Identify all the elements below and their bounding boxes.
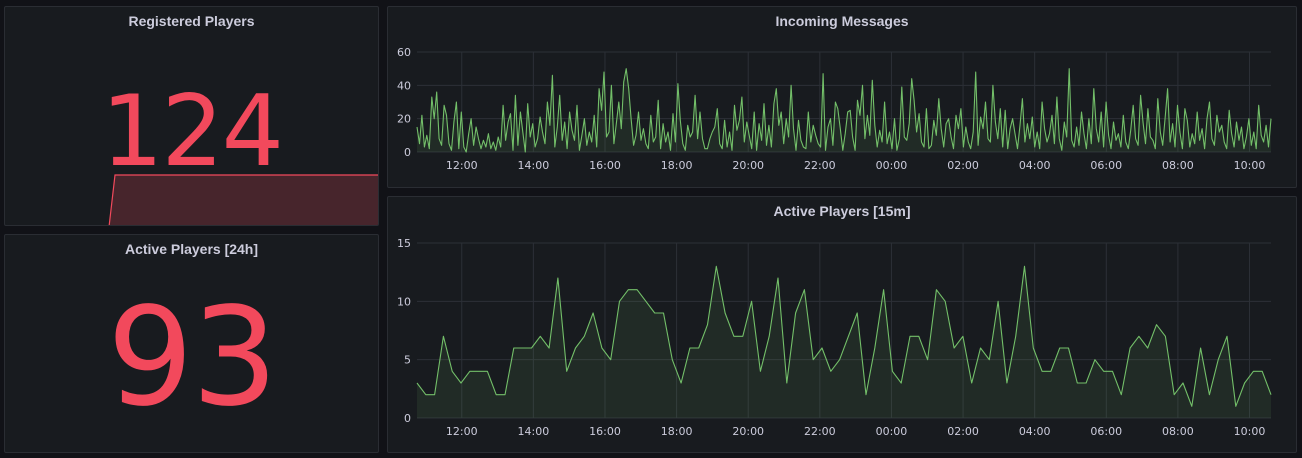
y-tick-label: 10 — [397, 295, 411, 308]
series-area — [417, 266, 1271, 418]
x-tick-label: 02:00 — [947, 159, 979, 172]
x-tick-label: 04:00 — [1019, 425, 1051, 438]
series-line — [416, 68, 1272, 153]
sparkline-area — [109, 175, 378, 225]
active-players-24h-value: 93 — [106, 279, 278, 437]
registered-players-sparkline — [108, 174, 378, 225]
x-tick-label: 10:00 — [1234, 425, 1266, 438]
incoming-messages-chart[interactable]: 0 20 40 60 12:00 14:00 16:00 18:00 20:00 22:00 00:… — [388, 7, 1297, 188]
x-tick-label: 14:00 — [518, 159, 550, 172]
y-tick-label: 20 — [397, 113, 411, 126]
panel-title[interactable]: Active Players [24h] — [124, 241, 259, 257]
y-tick-label: 15 — [397, 237, 411, 250]
panel-title[interactable]: Active Players [15m] — [773, 203, 911, 219]
series-line — [416, 265, 1272, 407]
x-tick-label: 18:00 — [661, 425, 693, 438]
active-players-24h-panel: Active Players [24h] 93 — [4, 234, 379, 453]
x-tick-label: 16:00 — [589, 425, 621, 438]
y-tick-label: 40 — [397, 79, 411, 92]
x-tick-label: 02:00 — [947, 425, 979, 438]
y-tick-label: 0 — [404, 146, 411, 159]
registered-players-value: 124 — [100, 75, 284, 189]
x-tick-label: 12:00 — [446, 425, 478, 438]
y-tick-label: 60 — [397, 46, 411, 59]
x-tick-label: 14:00 — [518, 425, 550, 438]
x-tick-label: 00:00 — [876, 425, 908, 438]
x-tick-label: 04:00 — [1019, 159, 1051, 172]
active-players-15m-panel: Active Players [15m] 0 5 10 15 12:00 14:00 16:… — [387, 196, 1297, 453]
x-tick-label: 06:00 — [1090, 159, 1122, 172]
x-tick-label: 12:00 — [446, 159, 478, 172]
x-tick-label: 18:00 — [661, 159, 693, 172]
x-tick-label: 22:00 — [804, 159, 836, 172]
panel-title[interactable]: Registered Players — [128, 13, 255, 29]
y-tick-label: 5 — [404, 354, 411, 367]
x-tick-label: 08:00 — [1162, 425, 1194, 438]
x-tick-label: 20:00 — [732, 425, 764, 438]
incoming-messages-panel: Incoming Messages 0 20 40 60 12:00 14:00 16:00… — [387, 6, 1297, 188]
x-tick-label: 06:00 — [1090, 425, 1122, 438]
panel-title[interactable]: Incoming Messages — [775, 13, 909, 29]
series-area — [417, 68, 1271, 152]
sparkline-line — [108, 174, 378, 225]
y-tick-label: 0 — [404, 412, 411, 425]
x-tick-label: 16:00 — [589, 159, 621, 172]
x-tick-label: 08:00 — [1162, 159, 1194, 172]
registered-players-panel: Registered Players 124 — [4, 6, 379, 226]
active-players-15m-chart[interactable]: 0 5 10 15 12:00 14:00 16:00 18:00 20:00 22:00 00:0… — [388, 197, 1297, 453]
x-tick-label: 10:00 — [1234, 159, 1266, 172]
x-tick-label: 00:00 — [876, 159, 908, 172]
x-tick-label: 20:00 — [732, 159, 764, 172]
x-tick-label: 22:00 — [804, 425, 836, 438]
